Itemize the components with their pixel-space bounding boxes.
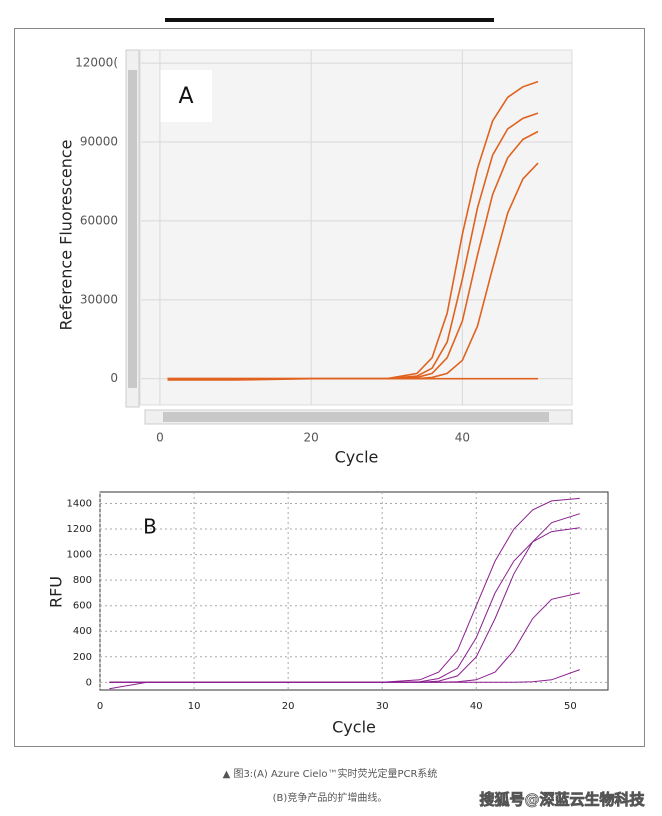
x-tick-label: 50 xyxy=(564,701,577,712)
x-tick-label: 0 xyxy=(97,701,103,712)
panel-label-box xyxy=(160,70,212,122)
panel-label: B xyxy=(143,515,157,539)
x-tick-label: 10 xyxy=(188,701,201,712)
y-axis-title: Reference Fluorescence xyxy=(57,139,76,330)
curve xyxy=(109,669,580,690)
y-tick-label: 800 xyxy=(73,575,92,586)
y-tick-label: 30000 xyxy=(80,292,118,306)
y-tick-label: 1400 xyxy=(67,498,92,509)
x-axis-title: Cycle xyxy=(332,718,376,737)
h-scroll-thumb[interactable] xyxy=(163,412,549,422)
y-tick-label: 1200 xyxy=(67,524,92,535)
y-tick-label: 12000( xyxy=(75,56,118,70)
caption: (B)竞争产品的扩增曲线。 xyxy=(273,791,388,804)
y-tick-label: 0 xyxy=(110,371,118,385)
y-axis-title: RFU xyxy=(47,576,66,608)
watermark: 搜狐号@深蓝云生物科技 xyxy=(479,791,645,809)
x-tick-label: 40 xyxy=(455,431,470,445)
x-axis-title: Cycle xyxy=(335,448,379,467)
y-tick-label: 400 xyxy=(73,626,92,637)
v-scroll-thumb[interactable] xyxy=(128,70,137,388)
x-tick-label: 30 xyxy=(376,701,389,712)
x-tick-label: 0 xyxy=(156,431,164,445)
y-tick-label: 600 xyxy=(73,601,92,612)
plot-bg xyxy=(99,491,609,691)
y-tick-label: 1000 xyxy=(67,550,92,561)
curve xyxy=(167,377,538,381)
panel-label: A xyxy=(178,84,193,109)
caption: ▲ 图3:(A) Azure Cielo™实时荧光定量PCR系统 xyxy=(223,767,438,780)
x-tick-label: 40 xyxy=(470,701,483,712)
y-tick-label: 60000 xyxy=(80,213,118,227)
frame xyxy=(14,28,645,747)
x-tick-label: 20 xyxy=(303,431,318,445)
x-tick-label: 20 xyxy=(282,701,295,712)
y-tick-label: 0 xyxy=(86,677,92,688)
top-bar xyxy=(165,18,494,22)
y-tick-label: 90000 xyxy=(80,135,118,149)
y-tick-label: 200 xyxy=(73,652,92,663)
